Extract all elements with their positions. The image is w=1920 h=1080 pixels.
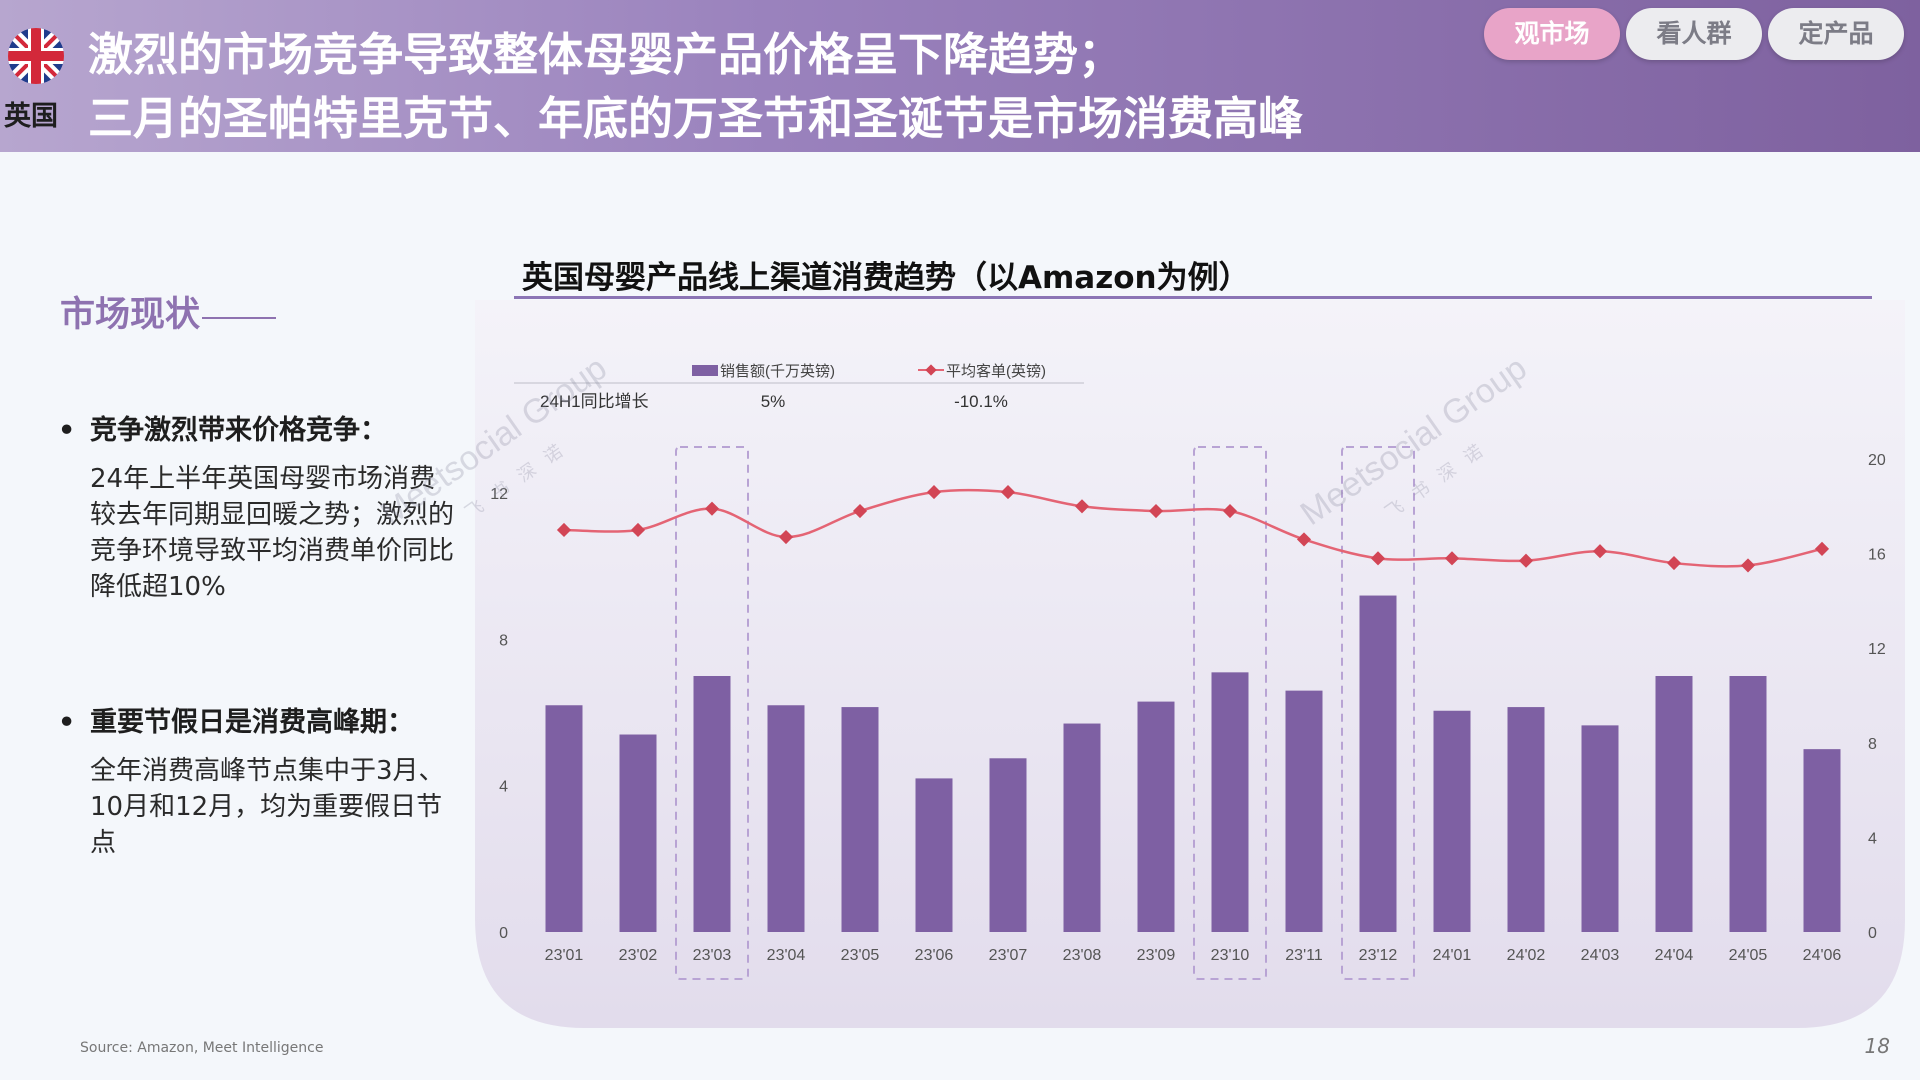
line-point-2310 (1222, 503, 1238, 519)
bar-2302 (619, 734, 657, 932)
bar-2305 (841, 707, 879, 932)
bar-2307 (989, 758, 1027, 932)
bar-2308 (1063, 723, 1101, 932)
bullet-heading: 竞争激烈带来价格竞争： (58, 408, 458, 447)
bar-2401 (1433, 710, 1471, 932)
x-axis-label: 24'01 (1433, 947, 1472, 964)
tab-product[interactable]: 定产品 (1768, 8, 1904, 60)
x-axis-label: 24'06 (1803, 947, 1842, 964)
legend-table-row-label: 24H1同比增长 (540, 392, 649, 411)
bullet-heading: 重要节假日是消费高峰期： (58, 700, 458, 739)
line-point-2307 (1000, 485, 1016, 500)
line-point-2402 (1518, 553, 1534, 568)
legend-line-label: 平均客单(英镑) (946, 362, 1046, 380)
x-axis-label: 24'03 (1581, 947, 1620, 964)
bullet-holiday-peak: 重要节假日是消费高峰期： 全年消费高峰节点集中于3月、10月和12月，均为重要假… (58, 700, 458, 861)
section-title-rule (202, 316, 277, 319)
bar-2303 (693, 676, 731, 932)
header-banner: 英国 激烈的市场竞争导致整体母婴产品价格呈下降趋势； 三月的圣帕特里克节、年底的… (0, 0, 1920, 152)
country-label: 英国 (4, 101, 58, 132)
line-point-2404 (1666, 555, 1682, 571)
uk-flag-icon (8, 28, 64, 84)
tab-market[interactable]: 观市场 (1484, 8, 1620, 60)
x-axis-label: 24'05 (1729, 947, 1768, 964)
x-axis-label: 23'07 (989, 947, 1028, 964)
bar-2406 (1803, 749, 1841, 932)
x-axis-label: 23'10 (1211, 947, 1250, 964)
left-axis-tick: 8 (499, 632, 508, 649)
left-axis-tick: 0 (499, 925, 508, 942)
chart-panel-background (475, 300, 1905, 1028)
legend-table-avg-order-growth: -10.1% (954, 392, 1008, 411)
x-axis-label: 23'12 (1359, 947, 1398, 964)
right-axis-tick: 8 (1868, 736, 1877, 753)
tab-audience[interactable]: 看人群 (1626, 8, 1762, 60)
page-title-line-2: 三月的圣帕特里克节、年底的万圣节和圣诞节是市场消费高峰 (88, 92, 1304, 145)
line-point-2403 (1592, 544, 1608, 559)
section-title-text: 市场现状 (60, 295, 201, 335)
right-axis-tick: 20 (1868, 452, 1886, 469)
line-point-2302 (630, 522, 646, 538)
line-point-2401 (1444, 551, 1460, 566)
legend-bar-swatch (692, 365, 718, 376)
x-axis-label: 23'01 (545, 947, 584, 964)
bar-2306 (915, 778, 953, 932)
x-axis-label: 24'04 (1655, 947, 1694, 964)
highlight-box-2303 (675, 446, 749, 980)
bar-2404 (1655, 676, 1693, 932)
bar-2310 (1211, 672, 1249, 932)
line-point-2306 (926, 485, 942, 500)
bullet-competition: 竞争激烈带来价格竞争： 24年上半年英国母婴市场消费较去年同期显回暖之势；激烈的… (58, 408, 458, 605)
bar-2309 (1137, 701, 1175, 932)
legend-line-marker (925, 364, 937, 376)
x-axis-label: 23'02 (619, 947, 658, 964)
line-point-2311 (1296, 532, 1312, 547)
x-axis-label: 23'11 (1285, 947, 1323, 964)
line-point-2304 (778, 529, 794, 545)
x-axis-label: 23'08 (1063, 947, 1102, 964)
x-axis-label: 23'05 (841, 947, 880, 964)
bar-2402 (1507, 707, 1545, 932)
bar-2312 (1359, 595, 1397, 932)
page-number: 18 (1864, 1034, 1890, 1058)
bar-2301 (545, 705, 583, 932)
source-note: Source: Amazon, Meet Intelligence (80, 1040, 324, 1056)
left-axis-tick: 4 (499, 779, 508, 796)
x-axis-label: 23'04 (767, 947, 806, 964)
bar-2405 (1729, 676, 1767, 932)
line-point-2301 (556, 522, 572, 538)
bullet-body: 24年上半年英国母婴市场消费较去年同期显回暖之势；激烈的竞争环境导致平均消费单价… (90, 464, 455, 602)
line-point-2305 (852, 503, 868, 519)
bar-2311 (1285, 690, 1323, 932)
highlight-box-2310 (1193, 446, 1267, 980)
section-title: 市场现状 (60, 286, 277, 337)
nav-tabs: 观市场 看人群 定产品 (1484, 8, 1904, 60)
line-point-2312 (1370, 551, 1386, 566)
chart-title-rule (514, 296, 1872, 299)
line-point-2406 (1814, 541, 1830, 556)
legend-bar-label: 销售额(千万英镑) (720, 362, 835, 380)
bar-2304 (767, 705, 805, 932)
line-point-2308 (1074, 499, 1090, 514)
bullet-body: 全年消费高峰节点集中于3月、10月和12月，均为重要假日节点 (90, 756, 445, 858)
chart-title: 英国母婴产品线上渠道消费趋势（以Amazon为例） (522, 260, 1250, 296)
right-axis-tick: 16 (1868, 547, 1886, 564)
right-axis-tick: 0 (1868, 925, 1877, 942)
left-axis-tick: 12 (490, 486, 508, 503)
right-axis-tick: 12 (1868, 641, 1886, 658)
line-point-2303 (704, 501, 720, 516)
x-axis-label: 24'02 (1507, 947, 1546, 964)
legend-table-sales-growth: 5% (761, 392, 786, 411)
page-title-line-1: 激烈的市场竞争导致整体母婴产品价格呈下降趋势； (88, 28, 1124, 81)
right-axis-tick: 4 (1868, 830, 1877, 847)
x-axis-label: 23'09 (1137, 947, 1176, 964)
line-point-2309 (1148, 503, 1164, 519)
x-axis-label: 23'06 (915, 947, 954, 964)
line-point-2405 (1740, 558, 1756, 573)
x-axis-label: 23'03 (693, 947, 732, 964)
highlight-box-2312 (1341, 446, 1415, 980)
bar-2403 (1581, 725, 1619, 932)
